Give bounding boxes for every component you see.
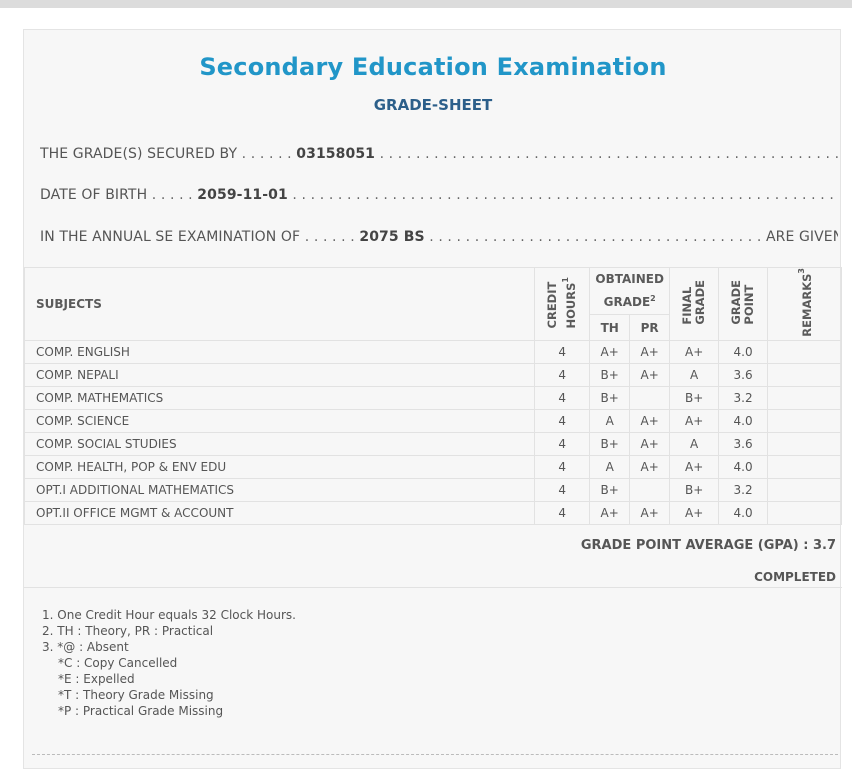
header-pr: PR [629,314,671,341]
exam-suffix: ARE GIVEN BELOW [765,229,838,245]
table-row: OPT.II OFFICE MGMT & ACCOUNT 4 A+ A+ A+ 4.0 [23,500,842,525]
cell-gp: 3.2 [718,477,769,502]
table-row: COMP. MATHEMATICS 4 B+ B+ 3.2 [23,385,842,410]
cell-remarks [767,431,842,456]
cell-th: A+ [589,500,631,525]
divider [24,587,842,588]
exam-label: IN THE ANNUAL SE EXAMINATION OF [40,229,301,245]
page-subtitle: GRADE-SHEET [373,96,493,114]
cell-remarks [767,454,842,479]
cell-th: B+ [589,362,631,387]
header-grade-point: GRADE POINT [718,267,769,341]
grade-sheet: Secondary Education Examination GRADE-SH… [23,29,842,769]
table-row: COMP. SOCIAL STUDIES 4 B+ A+ A 3.6 [23,431,842,456]
note-item: 3. *@ : Absent [42,640,129,654]
cell-gp: 3.6 [718,362,769,387]
table-row: COMP. HEALTH, POP & ENV EDU 4 A A+ A+ 4.0 [23,454,842,479]
notes-list: 1. One Credit Hour equals 32 Clock Hours… [42,607,296,719]
secured-by-line: THE GRADE(S) SECURED BY . . . . . . 0315… [40,146,838,162]
cell-final: A+ [669,454,720,479]
cell-remarks [767,385,842,410]
note-item: *P : Practical Grade Missing [58,704,224,718]
cell-pr: A+ [629,500,671,525]
gpa-text: GRADE POINT AVERAGE (GPA) : 3.7 [580,538,836,553]
note-item: *C : Copy Cancelled [58,656,178,670]
header-credit-hours: CREDIT HOURS1 [534,267,591,341]
cell-credit: 4 [534,362,591,387]
cell-pr [629,385,671,410]
cell-credit: 4 [534,477,591,502]
cell-subject: COMP. SOCIAL STUDIES [23,431,536,456]
header-final-grade: FINAL GRADE [669,267,720,341]
cell-gp: 4.0 [718,408,769,433]
cell-pr: A+ [629,362,671,387]
cell-pr: A+ [629,408,671,433]
cell-remarks [767,500,842,525]
cell-th: B+ [589,431,631,456]
note-item: *E : Expelled [58,672,135,686]
exam-value: 2075 BS [359,229,425,245]
cell-credit: 4 [534,408,591,433]
cell-final: A [669,431,720,456]
dob-line: DATE OF BIRTH . . . . . 2059-11-01 . . .… [40,187,838,203]
cell-credit: 4 [534,500,591,525]
cell-gp: 4.0 [718,339,769,364]
status-text: COMPLETED [754,570,836,584]
cell-final: B+ [669,385,720,410]
cell-gp: 3.2 [718,385,769,410]
header-remarks: REMARKS3 [767,267,842,341]
table-row: COMP. NEPALI 4 B+ A+ A 3.6 [23,362,842,387]
table-row: COMP. SCIENCE 4 A A+ A+ 4.0 [23,408,842,433]
header-th: TH [589,314,631,341]
header-obtained-grade: OBTAINED GRADE2 [589,266,671,316]
cell-gp: 4.0 [718,454,769,479]
cell-subject: COMP. HEALTH, POP & ENV EDU [23,454,536,479]
cell-subject: COMP. MATHEMATICS [23,385,536,410]
cell-subject: OPT.I ADDITIONAL MATHEMATICS [23,477,536,502]
grades-table: SUBJECTS CREDIT HOURS1 OBTAINED GRADE2 FIN… [23,266,842,525]
secured-by-label: THE GRADE(S) SECURED BY [40,146,238,162]
cell-credit: 4 [534,431,591,456]
cell-th: A [589,408,631,433]
cell-subject: COMP. NEPALI [23,362,536,387]
header-subjects: SUBJECTS [23,267,536,341]
cell-pr: A+ [629,454,671,479]
cell-credit: 4 [534,339,591,364]
note-item: *T : Theory Grade Missing [58,688,214,702]
cell-th: A+ [589,339,631,364]
table-row: OPT.I ADDITIONAL MATHEMATICS 4 B+ B+ 3.2 [23,477,842,502]
note-item: 1. One Credit Hour equals 32 Clock Hours… [42,608,296,622]
exam-line: IN THE ANNUAL SE EXAMINATION OF . . . . … [40,229,838,245]
cell-th: B+ [589,385,631,410]
cell-remarks [767,339,842,364]
cell-pr: A+ [629,431,671,456]
cell-pr: A+ [629,339,671,364]
dashed-divider [32,754,838,755]
cell-subject: COMP. ENGLISH [23,339,536,364]
page-title: Secondary Education Examination [199,53,667,81]
cell-credit: 4 [534,385,591,410]
cell-final: A+ [669,339,720,364]
dob-label: DATE OF BIRTH [40,187,148,203]
cell-final: A+ [669,500,720,525]
table-row: COMP. ENGLISH 4 A+ A+ A+ 4.0 [23,339,842,364]
cell-th: B+ [589,477,631,502]
note-item: 2. TH : Theory, PR : Practical [42,624,214,638]
cell-subject: OPT.II OFFICE MGMT & ACCOUNT [23,500,536,525]
cell-pr [629,477,671,502]
secured-by-value: 03158051 [296,146,376,162]
cell-gp: 3.6 [718,431,769,456]
cell-remarks [767,362,842,387]
top-bar [0,0,852,8]
dob-value: 2059-11-01 [197,187,288,203]
cell-subject: COMP. SCIENCE [23,408,536,433]
cell-remarks [767,408,842,433]
cell-credit: 4 [534,454,591,479]
cell-th: A [589,454,631,479]
cell-gp: 4.0 [718,500,769,525]
cell-final: A+ [669,408,720,433]
cell-remarks [767,477,842,502]
cell-final: B+ [669,477,720,502]
cell-final: A [669,362,720,387]
